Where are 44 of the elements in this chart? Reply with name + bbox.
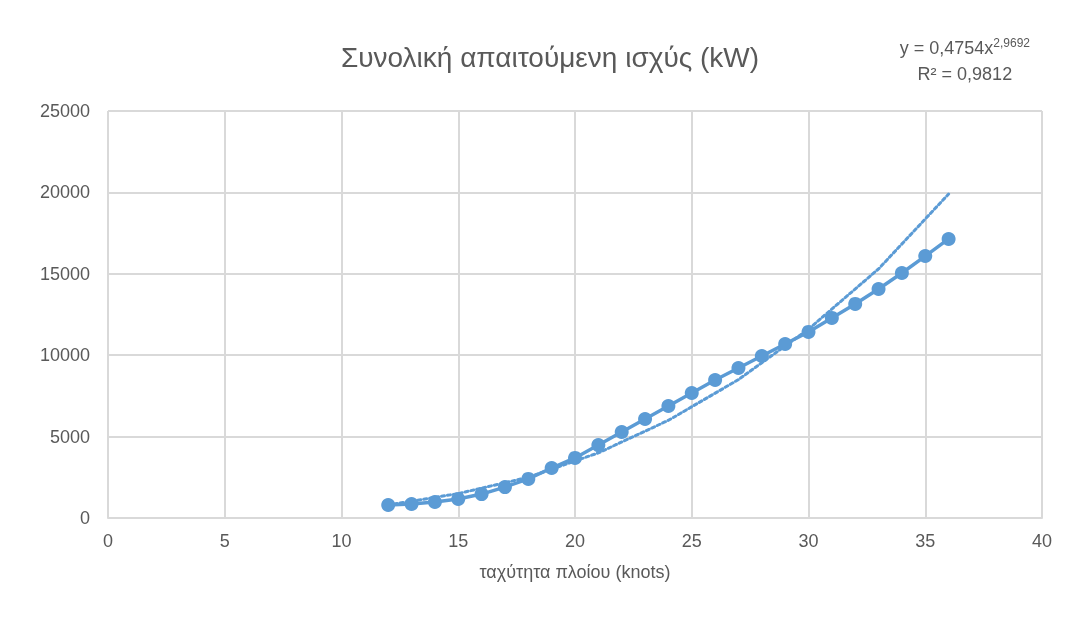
point	[427, 495, 442, 510]
y-tick-label: 10000	[39, 345, 90, 366]
point	[497, 480, 512, 495]
y-tick-label: 25000	[39, 101, 90, 121]
point	[638, 412, 653, 427]
point	[754, 349, 769, 364]
text: R² = 0,9812	[916, 63, 1014, 86]
point	[661, 399, 676, 413]
point	[591, 438, 606, 453]
x-tick-label: 25	[681, 531, 702, 551]
point	[824, 310, 839, 325]
point	[684, 385, 699, 400]
point	[451, 491, 466, 506]
point	[568, 450, 582, 465]
y-tick-label: 5000	[49, 426, 90, 447]
x-axis-title: ταχύτητα πλοίου (knots)	[479, 562, 671, 582]
point	[731, 361, 746, 376]
x-tick-label: 10	[331, 531, 352, 551]
y-tick-label: 0	[79, 508, 90, 528]
x-tick-label: 35	[915, 531, 936, 551]
point	[848, 296, 863, 311]
x-tick-label: 40	[1031, 531, 1053, 551]
x-tick-label: 30	[798, 531, 819, 551]
text: y = 0,4754x$^{2,9692}$	[899, 35, 1030, 60]
x-tick-label: 0	[102, 531, 114, 551]
point	[404, 497, 419, 511]
chart-title: Συνολική απαιτούμενη ισχύς (kW)	[340, 41, 760, 73]
point	[544, 461, 559, 476]
point	[381, 497, 396, 512]
point	[708, 372, 723, 387]
point	[918, 249, 933, 264]
point	[521, 471, 536, 486]
point	[614, 425, 629, 440]
x-tick-label: 20	[564, 531, 586, 551]
point	[871, 281, 886, 296]
x-tick-label: 5	[219, 531, 230, 551]
x-tick-label: 15	[448, 531, 469, 551]
point	[894, 265, 909, 280]
y-tick-label: 15000	[39, 263, 90, 284]
y-tick-label: 20000	[39, 182, 90, 203]
point	[941, 231, 956, 246]
point	[778, 336, 793, 351]
point	[801, 324, 816, 339]
point	[474, 487, 489, 502]
